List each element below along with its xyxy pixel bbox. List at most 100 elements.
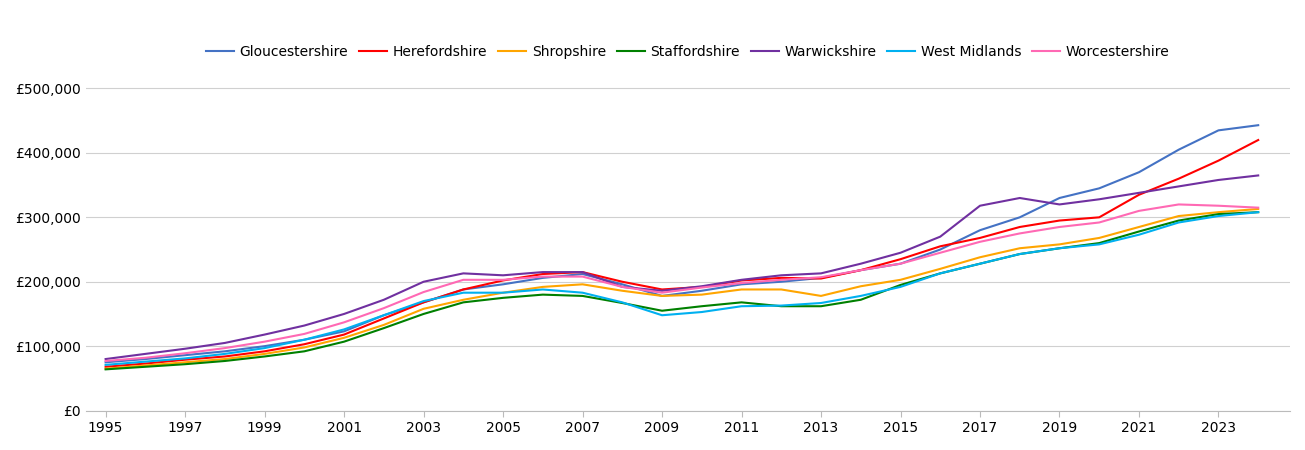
Gloucestershire — [574, 271, 590, 277]
Line: Herefordshire: Herefordshire — [106, 140, 1258, 367]
Staffordshire — [296, 349, 312, 354]
Worcestershire — [1250, 205, 1266, 210]
Line: West Midlands: West Midlands — [106, 212, 1258, 365]
West Midlands — [574, 290, 590, 295]
Gloucestershire — [376, 313, 392, 318]
Worcestershire — [1171, 202, 1186, 207]
Shropshire — [1211, 209, 1227, 215]
Gloucestershire — [1011, 215, 1027, 220]
Staffordshire — [1211, 212, 1227, 217]
Warwickshire — [376, 297, 392, 302]
Staffordshire — [853, 297, 869, 302]
Herefordshire — [177, 357, 193, 362]
Herefordshire — [337, 332, 352, 337]
Warwickshire — [1250, 173, 1266, 178]
Line: Shropshire: Shropshire — [106, 209, 1258, 369]
Worcestershire — [495, 277, 510, 283]
Herefordshire — [694, 284, 710, 290]
Warwickshire — [177, 346, 193, 351]
Warwickshire — [1131, 190, 1147, 196]
Shropshire — [574, 282, 590, 287]
Warwickshire — [98, 356, 114, 362]
Herefordshire — [932, 243, 947, 249]
West Midlands — [1011, 252, 1027, 257]
Staffordshire — [376, 325, 392, 331]
Worcestershire — [932, 250, 947, 256]
Warwickshire — [574, 270, 590, 275]
Warwickshire — [1211, 177, 1227, 183]
Shropshire — [654, 293, 669, 299]
Herefordshire — [137, 361, 153, 366]
Line: Gloucestershire: Gloucestershire — [106, 125, 1258, 362]
Warwickshire — [217, 340, 232, 346]
Herefordshire — [574, 270, 590, 275]
Herefordshire — [733, 278, 749, 283]
Shropshire — [694, 292, 710, 297]
Shropshire — [972, 255, 988, 260]
Shropshire — [932, 266, 947, 271]
Gloucestershire — [337, 328, 352, 334]
Worcestershire — [1011, 231, 1027, 236]
Staffordshire — [694, 303, 710, 309]
Warwickshire — [296, 323, 312, 328]
West Midlands — [733, 303, 749, 309]
Shropshire — [337, 335, 352, 341]
Legend: Gloucestershire, Herefordshire, Shropshire, Staffordshire, Warwickshire, West Mi: Gloucestershire, Herefordshire, Shropshi… — [201, 39, 1174, 64]
Herefordshire — [1171, 176, 1186, 181]
Shropshire — [1250, 206, 1266, 211]
Staffordshire — [1171, 218, 1186, 223]
West Midlands — [98, 362, 114, 368]
Staffordshire — [893, 282, 908, 288]
Staffordshire — [1131, 229, 1147, 234]
Warwickshire — [813, 270, 829, 276]
West Midlands — [1250, 209, 1266, 215]
Worcestershire — [137, 355, 153, 360]
Gloucestershire — [733, 282, 749, 287]
Worcestershire — [257, 339, 273, 344]
Shropshire — [257, 351, 273, 356]
Gloucestershire — [1131, 170, 1147, 175]
West Midlands — [615, 300, 630, 305]
Worcestershire — [1211, 203, 1227, 208]
Shropshire — [853, 284, 869, 289]
Staffordshire — [972, 261, 988, 266]
Worcestershire — [893, 261, 908, 266]
West Midlands — [337, 327, 352, 332]
Worcestershire — [1131, 208, 1147, 214]
Staffordshire — [774, 303, 790, 309]
Gloucestershire — [813, 275, 829, 281]
Worcestershire — [1052, 224, 1067, 230]
Herefordshire — [1211, 158, 1227, 163]
Worcestershire — [574, 274, 590, 279]
Warwickshire — [455, 270, 471, 276]
Worcestershire — [853, 267, 869, 273]
Worcestershire — [535, 274, 551, 279]
West Midlands — [217, 351, 232, 356]
Warwickshire — [535, 270, 551, 275]
West Midlands — [495, 290, 510, 295]
Gloucestershire — [972, 228, 988, 233]
Shropshire — [217, 356, 232, 362]
Warwickshire — [1171, 184, 1186, 189]
Warwickshire — [932, 234, 947, 239]
Herefordshire — [217, 354, 232, 359]
Gloucestershire — [257, 343, 273, 349]
Gloucestershire — [1171, 147, 1186, 153]
Gloucestershire — [455, 287, 471, 292]
Shropshire — [893, 277, 908, 283]
Staffordshire — [574, 293, 590, 299]
Staffordshire — [217, 358, 232, 364]
Staffordshire — [137, 364, 153, 369]
Warwickshire — [694, 284, 710, 289]
Herefordshire — [813, 276, 829, 281]
Shropshire — [733, 287, 749, 292]
Herefordshire — [853, 267, 869, 273]
Herefordshire — [654, 287, 669, 292]
Gloucestershire — [137, 356, 153, 362]
Herefordshire — [1131, 192, 1147, 198]
Gloucestershire — [1250, 122, 1266, 128]
Staffordshire — [813, 303, 829, 309]
West Midlands — [1091, 242, 1107, 247]
Worcestershire — [416, 289, 432, 295]
Staffordshire — [1052, 246, 1067, 251]
